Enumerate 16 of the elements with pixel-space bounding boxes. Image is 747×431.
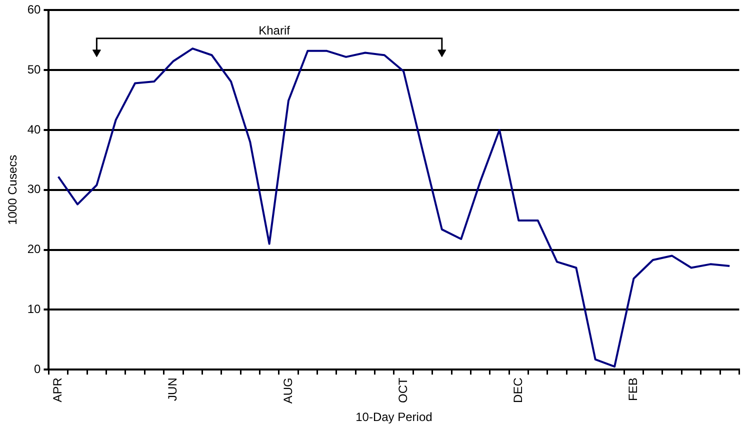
x-tick-label: JUN bbox=[166, 378, 180, 401]
x-tick-label: DEC bbox=[510, 377, 525, 403]
y-axis-title: 1000 Cusecs bbox=[6, 154, 20, 225]
y-tick-label: 30 bbox=[27, 182, 42, 196]
x-tick-label: AUG bbox=[280, 378, 295, 404]
annotation: Kharif bbox=[258, 24, 291, 38]
x-tick-label: OCT bbox=[396, 376, 410, 403]
x-axis-title: 10-Day Period bbox=[356, 410, 432, 424]
y-tick-label: 20 bbox=[27, 242, 42, 256]
y-tick-label: 10 bbox=[27, 302, 42, 316]
y-tick-label: 60 bbox=[27, 2, 42, 17]
y-tick-label: 40 bbox=[27, 122, 42, 136]
y-tick-label: 0 bbox=[34, 362, 42, 376]
y-tick-label: 50 bbox=[27, 62, 42, 76]
x-tick-label: FEB bbox=[626, 378, 640, 401]
x-tick-label: APR bbox=[50, 377, 65, 402]
